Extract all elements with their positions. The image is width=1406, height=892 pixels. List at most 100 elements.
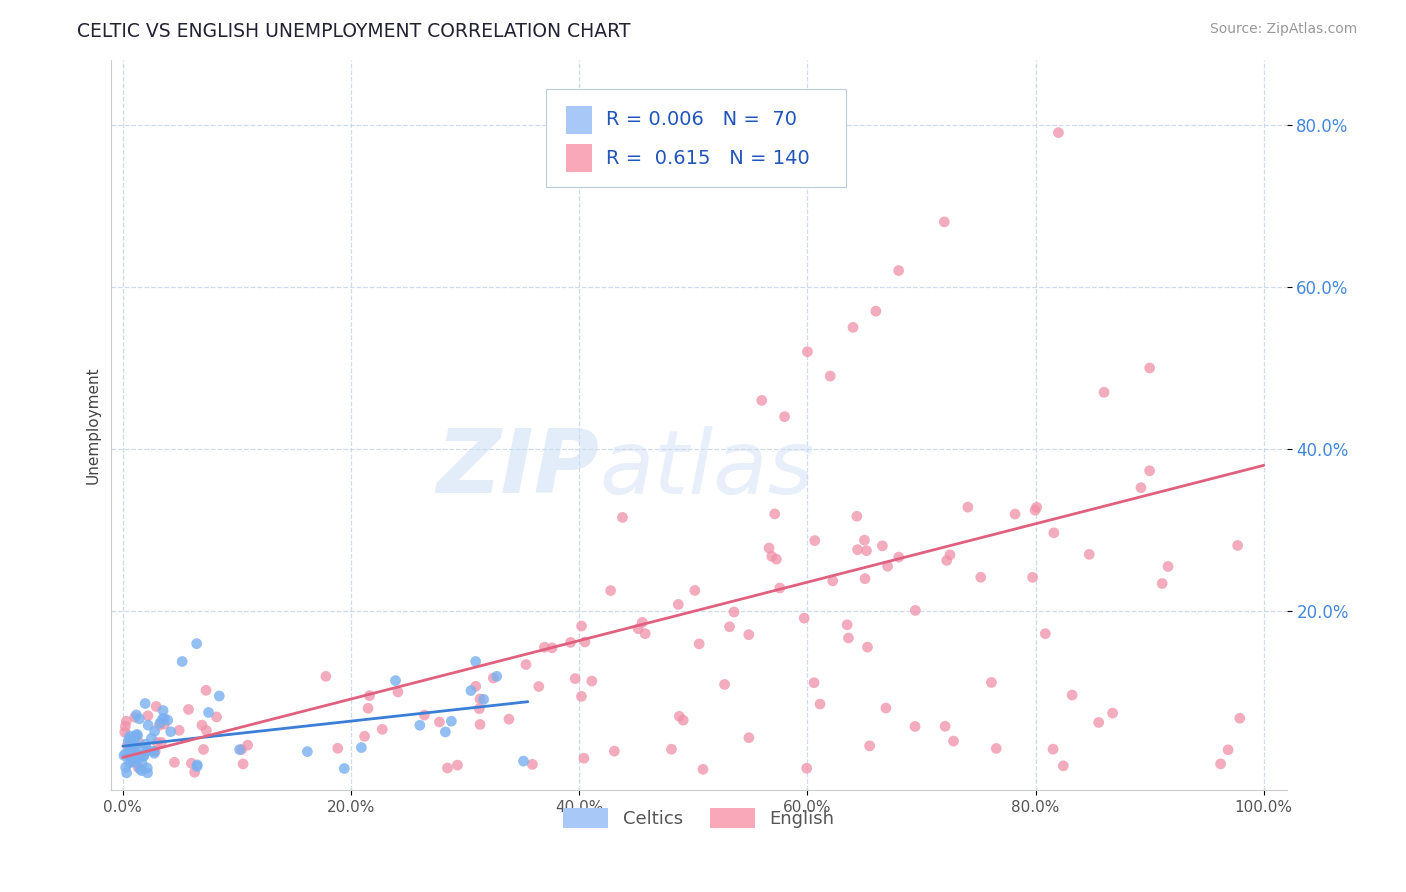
Point [191, 718, 214, 732]
Point [115, 714, 138, 729]
Point [143, 744, 166, 758]
Point [468, 692, 491, 706]
Point [796, 344, 818, 359]
Point [1101, 706, 1123, 720]
Text: atlas: atlas [599, 425, 814, 512]
Point [939, 548, 962, 562]
Point [114, 747, 136, 761]
Point [603, 744, 626, 758]
Point [765, 552, 787, 566]
Point [571, 619, 593, 633]
Point [120, 743, 142, 757]
Point [485, 669, 508, 683]
Point [129, 762, 152, 776]
Point [837, 631, 859, 645]
Point [1033, 626, 1056, 640]
Point [145, 699, 167, 714]
Point [1047, 126, 1070, 140]
Point [738, 627, 761, 641]
Point [114, 725, 136, 739]
Point [564, 672, 586, 686]
Point [120, 755, 142, 769]
Point [124, 736, 146, 750]
Point [1157, 559, 1180, 574]
Point [384, 673, 406, 688]
Point [127, 729, 149, 743]
Point [131, 747, 153, 762]
Point [803, 675, 825, 690]
Text: R = 0.006   N =  70: R = 0.006 N = 70 [606, 111, 797, 129]
Point [763, 507, 786, 521]
Point [846, 542, 869, 557]
Point [118, 745, 141, 759]
Point [159, 724, 181, 739]
Point [1092, 385, 1115, 400]
Point [571, 690, 593, 704]
Point [761, 549, 783, 564]
Point [186, 759, 208, 773]
Point [498, 712, 520, 726]
Point [1139, 361, 1161, 376]
Text: Source: ZipAtlas.com: Source: ZipAtlas.com [1209, 22, 1357, 37]
Point [574, 635, 596, 649]
Point [143, 724, 166, 739]
Point [758, 541, 780, 555]
Point [129, 740, 152, 755]
Point [631, 615, 654, 630]
Point [1004, 507, 1026, 521]
Point [718, 620, 741, 634]
Point [661, 742, 683, 756]
Point [1043, 525, 1066, 540]
Point [904, 603, 927, 617]
Point [1042, 742, 1064, 756]
Point [723, 605, 745, 619]
Point [125, 727, 148, 741]
Point [413, 708, 436, 723]
Point [193, 742, 215, 756]
Point [114, 719, 136, 733]
Point [142, 744, 165, 758]
Point [197, 706, 219, 720]
Point [148, 718, 170, 732]
Point [359, 689, 381, 703]
Point [141, 731, 163, 746]
Point [136, 761, 159, 775]
Point [1152, 576, 1174, 591]
Point [887, 263, 910, 277]
Point [409, 718, 432, 732]
Point [122, 747, 145, 761]
Point [122, 755, 145, 769]
Point [326, 741, 349, 756]
Point [666, 598, 689, 612]
Point [124, 710, 146, 724]
Point [350, 740, 373, 755]
Point [152, 704, 174, 718]
Point [859, 739, 882, 753]
Point [232, 756, 254, 771]
Point [124, 729, 146, 743]
Point [135, 744, 157, 758]
Point [464, 655, 486, 669]
Point [634, 626, 657, 640]
Point [668, 709, 690, 723]
Point [1062, 688, 1084, 702]
FancyBboxPatch shape [567, 106, 592, 134]
Point [796, 761, 818, 775]
Point [315, 669, 337, 683]
Point [683, 583, 706, 598]
Point [856, 640, 879, 654]
Point [472, 692, 495, 706]
Point [128, 712, 150, 726]
Point [692, 762, 714, 776]
Point [149, 716, 172, 731]
Point [353, 729, 375, 743]
Legend: Celtics, English: Celtics, English [557, 800, 842, 836]
Point [769, 581, 792, 595]
Point [986, 741, 1008, 756]
Point [935, 553, 957, 567]
Point [134, 737, 156, 751]
Point [186, 637, 208, 651]
Point [134, 697, 156, 711]
Point [572, 751, 595, 765]
Point [904, 719, 927, 733]
